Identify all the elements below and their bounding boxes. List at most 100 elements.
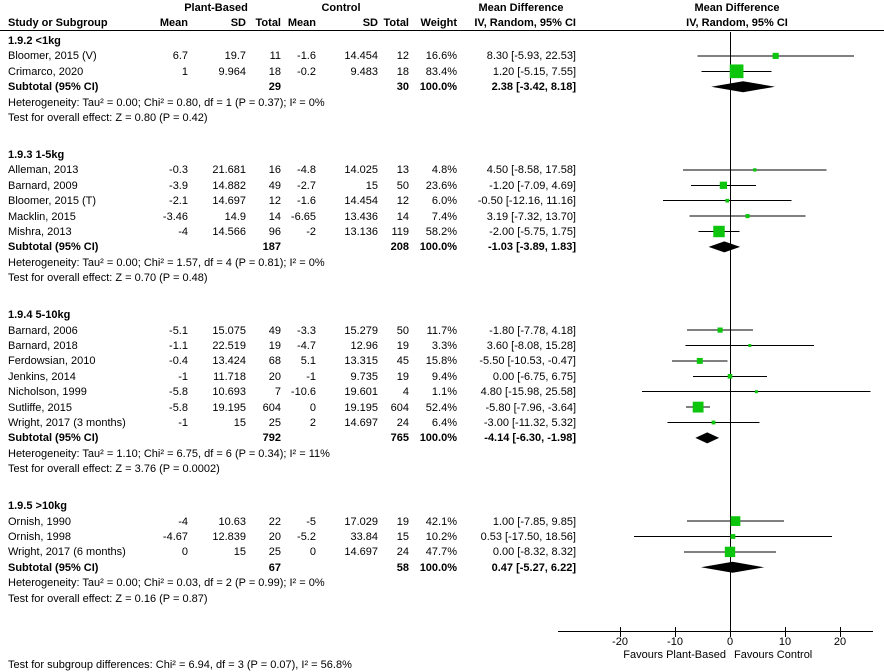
plant-total: 12 (268, 195, 281, 208)
table-row: Subtotal (95% CI) 29 30 100.0% 2.38 [-3.42, … (0, 81, 600, 94)
plant-mean: 6.7 (172, 50, 188, 63)
control-sd: 13.315 (344, 355, 378, 368)
plant-total: 20 (268, 370, 281, 383)
table-row: Test for overall effect: Z = 0.80 (P = 0… (0, 112, 600, 125)
effect-marker (748, 344, 752, 347)
study-name: Ornish, 1998 (8, 531, 71, 543)
weight: 7.4% (431, 210, 457, 223)
study-name: Sutliffe, 2015 (8, 401, 73, 414)
plant-mean: -3.46 (162, 210, 188, 223)
plant-sd: 22.519 (212, 340, 246, 352)
table-row: 1.9.2 <1kg (0, 35, 600, 48)
ci-text: 0.53 [-17.50, 18.56] (480, 531, 576, 543)
table-row: Macklin, 2015 -3.46 14.9 14 -6.65 13.436 14 7.4… (0, 211, 600, 224)
study-name: Wright, 2017 (6 months) (8, 546, 126, 559)
subgroup-label: 1.9.2 <1kg (8, 35, 61, 47)
study-name: Mishra, 2013 (8, 226, 72, 238)
plant-total: 7 (274, 386, 281, 399)
control-total: 50 (396, 324, 409, 337)
table-row: Ornish, 1990 -4 10.63 22 -5 17.029 19 42.1% 1.00… (0, 516, 600, 529)
plant-mean: -2.1 (169, 195, 188, 208)
plant-sd: 19.195 (212, 401, 246, 414)
control-sd: 19.601 (344, 386, 378, 399)
control-mean: -3.3 (297, 324, 316, 337)
effect-marker (745, 214, 750, 219)
control-total: 19 (396, 370, 409, 383)
plant-mean: -4.67 (162, 531, 188, 543)
subtotal-weight: 100.0% (419, 241, 457, 254)
subtotal-label: Subtotal (95% CI) (8, 432, 99, 445)
heterogeneity-text: Heterogeneity: Tau² = 0.00; Chi² = 0.80,… (8, 96, 325, 109)
effect-marker (719, 181, 728, 189)
weight: 1.1% (431, 386, 457, 399)
total2-col-header: Total (383, 17, 409, 29)
plant-mean: -5.1 (169, 324, 188, 337)
control-mean: -10.6 (290, 386, 316, 399)
plant-mean: -1 (178, 417, 188, 429)
study-name: Macklin, 2015 (8, 210, 76, 223)
subtotal-weight: 100.0% (419, 561, 457, 574)
plant-total: 11 (269, 50, 281, 63)
ci-text: -3.00 [-11.32, 5.32] (483, 417, 576, 429)
ci-text: 8.30 [-5.93, 22.53] (486, 50, 576, 63)
weight: 10.2% (425, 531, 457, 543)
plant-sd: 13.424 (212, 355, 246, 368)
control-total: 12 (396, 195, 409, 208)
plant-sd: 10.693 (212, 386, 246, 399)
control-mean: 5.1 (300, 355, 316, 368)
weight: 47.7% (425, 546, 457, 559)
effect-marker (729, 64, 744, 79)
control-mean: 0 (309, 401, 316, 414)
ci-text: 1.20 [-5.15, 7.55] (492, 65, 576, 78)
subtotal-ci-text: -1.03 [-3.89, 1.83] (487, 241, 576, 254)
control-sd: 14.454 (344, 50, 378, 63)
control-mean: -1.6 (297, 195, 316, 208)
table-row: Bloomer, 2015 (T) -2.1 14.697 12 -1.6 14.454 1… (0, 195, 600, 208)
ci-text: -5.50 [-10.53, -0.47] (479, 355, 576, 368)
table-row: 1.9.5 >10kg (0, 500, 600, 513)
weight: 11.7% (426, 324, 457, 337)
study-name: Bloomer, 2015 (T) (8, 195, 97, 208)
control-total: 14 (396, 210, 409, 223)
subtotal-control-total: 58 (396, 561, 409, 574)
weight: 6.4% (431, 417, 457, 429)
table-row: Heterogeneity: Tau² = 0.00; Chi² = 1.57,… (0, 257, 600, 270)
plant-sd: 15 (233, 546, 246, 559)
control-sd: 14.697 (344, 417, 378, 429)
subtotal-plant-total: 67 (268, 561, 281, 574)
weight: 23.6% (425, 179, 457, 192)
effect-marker (717, 327, 723, 333)
weight: 42.1% (425, 515, 457, 528)
table-row: Mishra, 2013 -4 14.566 96 -2 13.136 119 58.2% -2… (0, 226, 600, 239)
table-row: Ferdowsian, 2010 -0.4 13.424 68 5.1 13.315 45 1… (0, 355, 600, 368)
table-row: Heterogeneity: Tau² = 0.00; Chi² = 0.03,… (0, 577, 600, 590)
control-total: 19 (396, 515, 409, 528)
ci-text: -1.80 [-7.78, 4.18] (489, 324, 576, 337)
plant-mean: -5.8 (169, 386, 188, 399)
control-mean: -4.8 (297, 164, 316, 177)
heterogeneity-text: Heterogeneity: Tau² = 0.00; Chi² = 0.03,… (8, 577, 325, 590)
effect-marker (754, 390, 758, 394)
weight: 3.3% (431, 340, 457, 352)
control-sd: 17.029 (344, 515, 378, 528)
ci-text: -1.20 [-7.09, 4.69] (489, 179, 576, 192)
plant-sd: 15.075 (212, 324, 246, 337)
table-row: Barnard, 2006 -5.1 15.075 49 -3.3 15.279 50 11.… (0, 325, 600, 338)
plant-sd: 14.566 (212, 226, 246, 238)
control-total: 18 (396, 65, 409, 78)
ci-text: 4.80 [-15.98, 25.58] (480, 386, 576, 399)
ci-text: -2.00 [-5.75, 1.75] (489, 226, 576, 238)
table-row: Sutliffe, 2015 -5.8 19.195 604 0 19.195 604 52.… (0, 402, 600, 415)
weight: 9.4% (431, 370, 457, 383)
axis-tick-20: 20 (833, 636, 847, 648)
md-header-text-col: Mean Difference (478, 2, 564, 14)
control-mean: -0.2 (297, 65, 316, 78)
subtotal-diamond (701, 561, 765, 573)
iv-plot-header: IV, Random, 95% CI (686, 17, 788, 29)
table-row: Jenkins, 2014 -1 11.718 20 -1 9.735 19 9.4% 0.00… (0, 371, 600, 384)
control-mean: 0 (309, 546, 316, 559)
subtotal-weight: 100.0% (419, 81, 457, 94)
group1-header: Plant-Based (184, 2, 248, 14)
control-total: 4 (402, 386, 409, 399)
table-row: Nicholson, 1999 -5.8 10.693 7 -10.6 19.601 4 1.… (0, 386, 600, 399)
